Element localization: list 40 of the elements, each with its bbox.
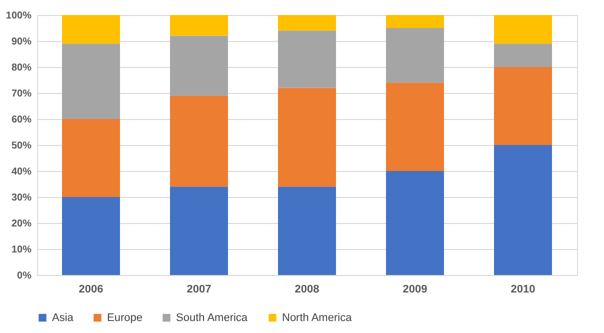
bar xyxy=(278,30,336,88)
bar xyxy=(278,186,336,275)
bar xyxy=(62,15,120,44)
bar xyxy=(170,15,228,36)
y-tick-label: 70% xyxy=(11,88,32,100)
bar xyxy=(494,145,552,275)
bar xyxy=(386,82,444,171)
x-tick-label: 2008 xyxy=(294,284,320,296)
x-tick-label: 2007 xyxy=(186,284,212,296)
legend-label: South America xyxy=(176,312,248,324)
bar xyxy=(386,15,444,28)
bar xyxy=(278,88,336,187)
bar xyxy=(386,171,444,275)
legend-label: Europe xyxy=(107,312,142,324)
bar xyxy=(62,44,120,119)
bar xyxy=(170,186,228,275)
x-tick-label: 2006 xyxy=(78,284,104,296)
bar xyxy=(386,28,444,83)
y-tick-label: 40% xyxy=(11,166,32,178)
y-tick-label: 90% xyxy=(11,36,32,48)
y-tick-label: 60% xyxy=(11,114,32,126)
y-tick-label: 50% xyxy=(11,140,32,152)
bar xyxy=(494,44,552,67)
x-tick-label: 2010 xyxy=(510,284,536,296)
bar xyxy=(62,119,120,197)
bar xyxy=(62,197,120,275)
bar xyxy=(170,96,228,187)
legend-label: North America xyxy=(282,312,353,324)
x-tick-label: 2009 xyxy=(402,284,428,296)
y-tick-label: 80% xyxy=(11,62,32,74)
legend-label: Asia xyxy=(52,312,74,324)
y-tick-label: 100% xyxy=(6,10,32,22)
y-tick-label: 30% xyxy=(11,192,32,204)
bar xyxy=(494,15,552,44)
y-tick-label: 20% xyxy=(11,218,32,230)
bar xyxy=(278,15,336,31)
bar xyxy=(170,36,228,96)
y-tick-label: 10% xyxy=(11,244,32,256)
bar xyxy=(494,67,552,145)
y-tick-label: 0% xyxy=(17,270,32,282)
